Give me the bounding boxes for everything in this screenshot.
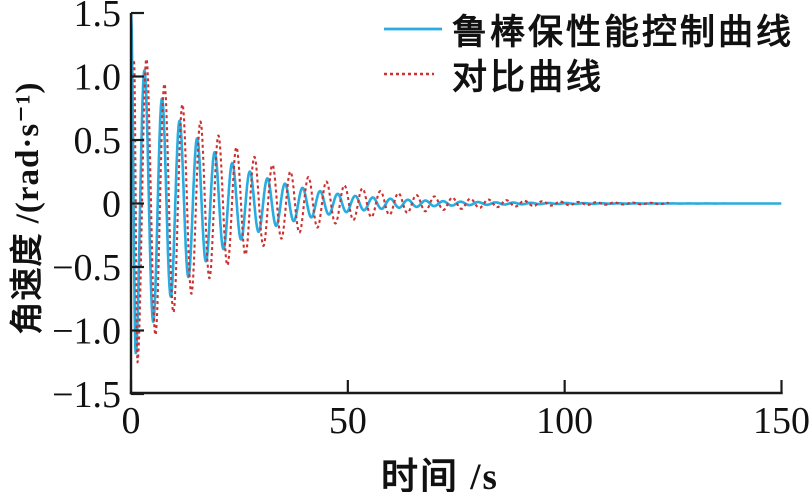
legend-item-robust-control: 鲁棒保性能控制曲线 xyxy=(383,8,794,52)
y-tick-label: 1.0 xyxy=(74,57,122,99)
comparison-curve xyxy=(132,57,670,364)
legend-item-comparison: 对比曲线 xyxy=(383,53,794,97)
x-tick-label: 100 xyxy=(536,400,593,442)
y-tick-label: 1.5 xyxy=(74,0,122,35)
legend-dashed-line-icon xyxy=(384,72,434,76)
legend-solid-line-icon xyxy=(384,27,442,31)
x-tick-label: 50 xyxy=(329,400,367,442)
y-axis-title: 角速度 /(rad·s⁻¹) xyxy=(10,81,46,335)
legend-label-comparison: 对比曲线 xyxy=(452,57,605,97)
x-tick-label: 150 xyxy=(753,400,809,442)
x-axis-title: 时间 /s xyxy=(381,457,499,492)
y-tick-label: −0.5 xyxy=(52,247,121,289)
legend-label-robust-control: 鲁棒保性能控制曲线 xyxy=(452,12,795,52)
x-tick-label: 0 xyxy=(122,400,141,442)
y-tick-label: 0.5 xyxy=(74,120,122,162)
y-tick-label: −1.5 xyxy=(52,374,121,416)
y-tick-label: 0 xyxy=(102,184,121,226)
y-tick-label: −1.0 xyxy=(52,311,121,353)
legend: 鲁棒保性能控制曲线 对比曲线 xyxy=(383,8,794,97)
